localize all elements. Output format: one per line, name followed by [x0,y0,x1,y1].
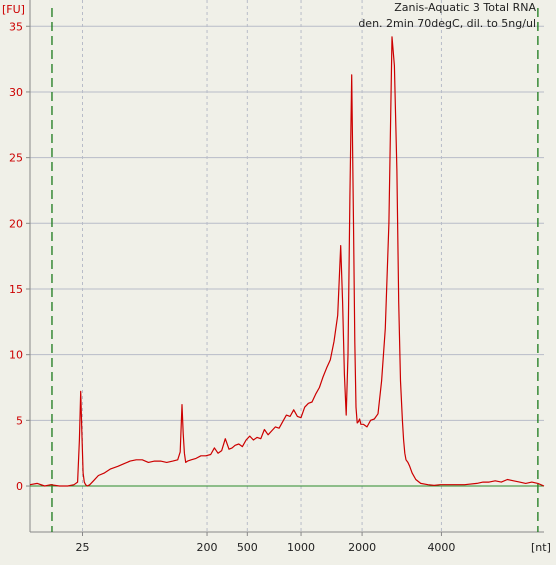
x-tick-label: 200 [197,541,218,554]
chart-subtitle: den. 2min 70degC, dil. to 5ng/ul [358,17,536,30]
y-tick-label: 30 [9,86,23,99]
axes [29,0,544,533]
x-tick-labels: 25 200 500 1000 2000 4000 [75,532,455,554]
x-tick-label: 500 [237,541,258,554]
y-tick-label: 15 [9,283,23,296]
y-tick-label: 35 [9,20,23,33]
plot-area [30,0,544,532]
y-axis-label: [FU] [2,3,25,16]
series-group [29,36,545,487]
y-tick-label: 0 [16,480,23,493]
y-tick-label: 10 [9,349,23,362]
y-tick-label: 20 [9,217,23,230]
y-tick-label: 25 [9,152,23,165]
chart-title: Zanis-Aquatic 3 Total RNA [394,1,536,14]
grid [30,0,544,532]
x-tick-label: 4000 [427,541,455,554]
x-tick-label: 25 [75,541,89,554]
x-tick-label: 2000 [348,541,376,554]
y-tick-label: 5 [16,414,23,427]
y-tick-labels: 0 5 10 15 20 25 30 35 [9,20,30,493]
marker-lines [51,8,539,532]
x-tick-label: 1000 [287,541,315,554]
trace-line [29,36,545,487]
x-axis-label: [nt] [531,541,551,554]
